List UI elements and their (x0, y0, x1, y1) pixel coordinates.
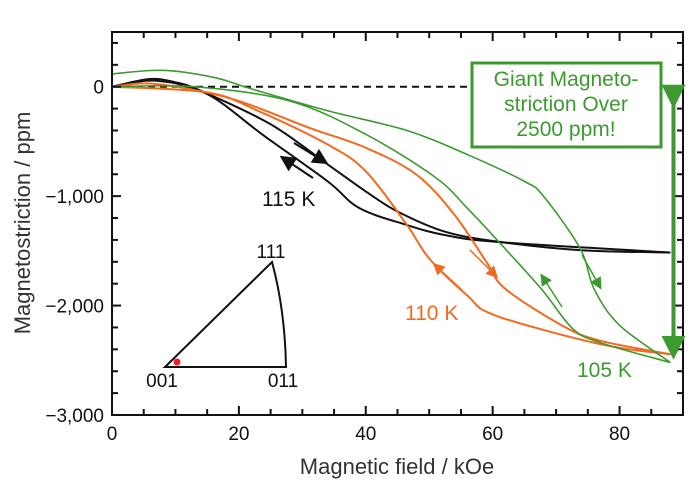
curve-105k-decreasing (111, 84, 671, 364)
x-axis-label: Magnetic field / kOe (300, 454, 494, 479)
x-tick-label: 40 (355, 424, 376, 445)
x-tick-label: 20 (228, 424, 249, 445)
inset-orientation-marker (173, 358, 181, 366)
x-tick-label: 0 (107, 424, 118, 445)
callout-box (470, 61, 663, 149)
x-tick-label: 60 (482, 424, 503, 445)
callout-line-3: 2500 ppm! (516, 118, 615, 141)
inset-stereographic-triangle (162, 260, 288, 368)
arrow-105k-increasing (581, 254, 602, 290)
arrow-110k-decreasing (432, 262, 463, 291)
label-105k: 105 K (577, 359, 632, 382)
y-axis-label: Magnetostriction / ppm (10, 112, 35, 335)
arrow-110k-increasing (469, 249, 499, 279)
y-tick-label: −2,000 (45, 297, 104, 318)
curve-110k-decreasing (111, 85, 671, 356)
callout-line-1: Giant Magneto- (494, 68, 639, 91)
y-tick-label: −1,000 (45, 187, 104, 208)
inset-label-001: 001 (146, 371, 178, 392)
label-115k: 115 K (262, 188, 315, 211)
arrow-115k-decreasing (279, 155, 314, 179)
label-110k: 110 K (405, 302, 458, 325)
inset-label-011: 011 (268, 371, 298, 392)
arrow-105k-decreasing (540, 273, 563, 308)
x-tick-label: 80 (609, 424, 630, 445)
arrow-115k-increasing (293, 142, 329, 165)
callout-line-2: striction Over (504, 93, 628, 116)
inset-label-111: 111 (257, 242, 286, 263)
y-tick-label: 0 (93, 78, 104, 99)
y-tick-label: −3,000 (45, 406, 104, 427)
